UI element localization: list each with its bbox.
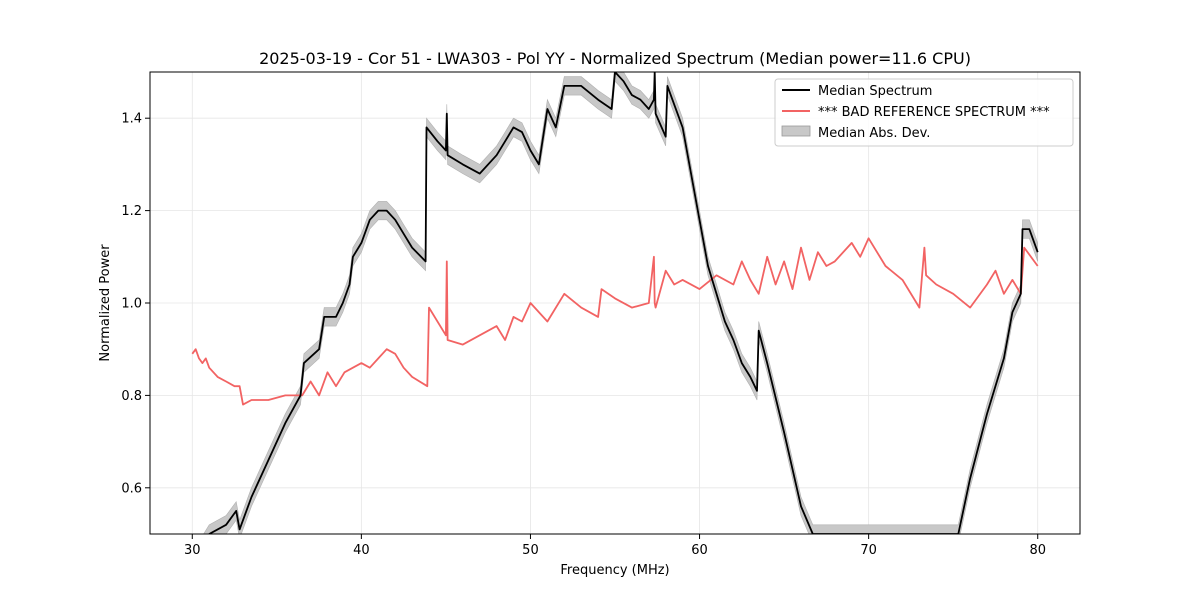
series-line-layer <box>191 72 1039 534</box>
x-axis: 30 40 50 60 70 80 <box>184 534 1046 558</box>
median-abs-dev-band <box>203 72 1038 534</box>
y-tick-label: 0.8 <box>121 389 142 404</box>
y-tick-label: 1.0 <box>121 297 142 312</box>
y-axis: 0.6 0.8 1.0 1.2 1.4 <box>121 112 150 496</box>
legend-label-median-spectrum: Median Spectrum <box>818 84 932 99</box>
chart-title: 2025-03-19 - Cor 51 - LWA303 - Pol YY - … <box>259 49 971 68</box>
y-tick-label: 0.6 <box>121 481 142 496</box>
x-axis-label: Frequency (MHz) <box>560 563 669 578</box>
x-tick-label: 70 <box>860 543 877 558</box>
y-tick-label: 1.2 <box>121 204 142 219</box>
y-tick-label: 1.4 <box>121 112 142 127</box>
legend-label-bad-reference: *** BAD REFERENCE SPECTRUM *** <box>818 105 1050 120</box>
x-tick-label: 60 <box>691 543 708 558</box>
x-tick-label: 30 <box>184 543 201 558</box>
legend-label-median-abs-dev: Median Abs. Dev. <box>818 126 930 141</box>
legend: Median Spectrum *** BAD REFERENCE SPECTR… <box>774 78 1074 147</box>
x-tick-label: 50 <box>522 543 539 558</box>
legend-frame <box>774 78 1074 147</box>
bad-reference-spectrum-line <box>191 237 1039 406</box>
legend-swatch-median-abs-dev <box>781 125 811 137</box>
median-abs-dev-band-layer <box>203 72 1038 534</box>
x-tick-label: 40 <box>353 543 370 558</box>
median-spectrum-line <box>208 72 1039 534</box>
y-axis-label: Normalized Power <box>98 244 113 362</box>
x-tick-label: 80 <box>1029 543 1046 558</box>
